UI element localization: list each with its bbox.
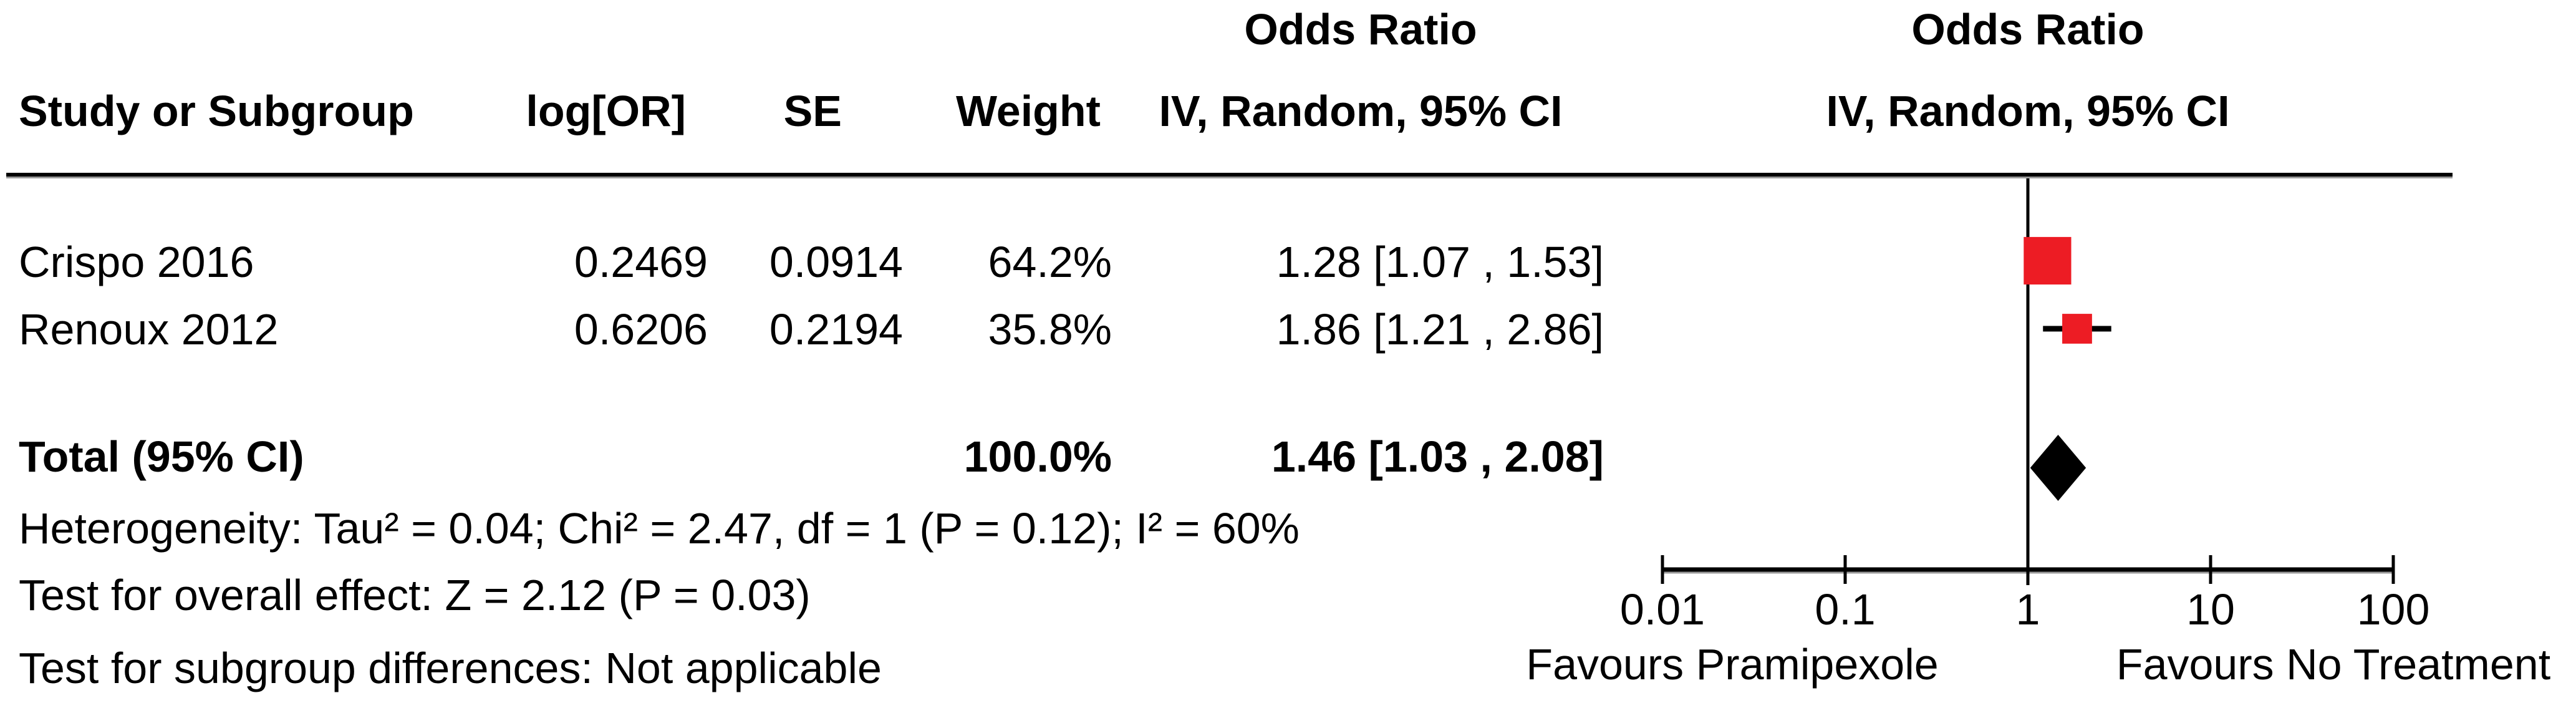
- axis-tick-label: 0.01: [1619, 585, 1705, 634]
- study-label: Renoux 2012: [19, 305, 279, 354]
- column-header-ci-plot: IV, Random, 95% CI: [1826, 87, 2230, 135]
- axis-tick-label: 100: [2357, 585, 2430, 634]
- heterogeneity-note: Heterogeneity: Tau² = 0.04; Chi² = 2.47,…: [19, 504, 1300, 553]
- total-ci-value: 1.46 [1.03 , 2.08]: [1271, 432, 1604, 481]
- column-header-odds-ratio-right: Odds Ratio: [1911, 5, 2144, 54]
- study-marker: [2062, 314, 2092, 344]
- favours-right-label: Favours No Treatment: [2116, 640, 2551, 689]
- weight-value: 64.2%: [988, 238, 1112, 286]
- subgroup-differences-note: Test for subgroup differences: Not appli…: [19, 644, 882, 692]
- total-label: Total (95% CI): [19, 432, 304, 481]
- study-label: Crispo 2016: [19, 238, 254, 286]
- axis-tick-label: 0.1: [1815, 585, 1876, 634]
- column-header-weight: Weight: [955, 87, 1101, 135]
- total-diamond: [2030, 435, 2086, 501]
- study-marker: [2024, 236, 2072, 285]
- column-header-study: Study or Subgroup: [19, 87, 414, 135]
- column-header-ci-text: IV, Random, 95% CI: [1159, 87, 1563, 135]
- favours-left-label: Favours Pramipexole: [1526, 640, 1939, 689]
- overall-effect-note: Test for overall effect: Z = 2.12 (P = 0…: [19, 571, 811, 619]
- axis-tick-label: 10: [2186, 585, 2235, 634]
- column-header-odds-ratio-left: Odds Ratio: [1244, 5, 1477, 54]
- axis-tick-label: 1: [2015, 585, 2040, 634]
- ci-value: 1.86 [1.21 , 2.86]: [1276, 305, 1604, 354]
- weight-value: 35.8%: [988, 305, 1112, 354]
- column-header-se: SE: [783, 87, 842, 135]
- log-or-value: 0.6206: [574, 305, 708, 354]
- column-header-log-or: log[OR]: [526, 87, 686, 135]
- se-value: 0.2194: [769, 305, 903, 354]
- log-or-value: 0.2469: [574, 238, 708, 286]
- header-separator-rule: [6, 173, 2453, 178]
- se-value: 0.0914: [769, 238, 903, 286]
- total-weight-value: 100.0%: [963, 432, 1112, 481]
- ci-value: 1.28 [1.07 , 1.53]: [1276, 238, 1604, 286]
